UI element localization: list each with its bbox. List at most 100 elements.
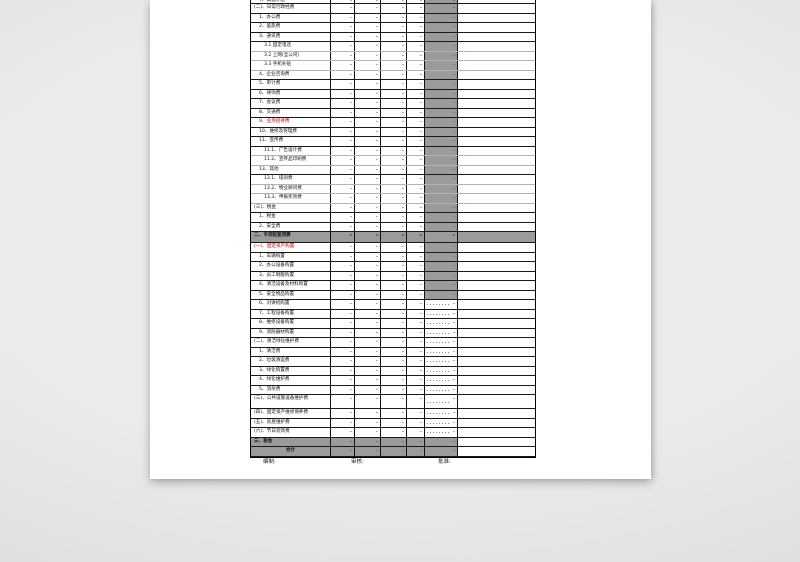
value-cell: -: [407, 385, 425, 394]
value-cell: -: [407, 175, 425, 184]
trailing-cell: [458, 357, 535, 366]
value-cell: -: [381, 118, 407, 127]
row-label-cell: 三、税金: [251, 437, 331, 446]
table-row: 1、办公费 - - - - -: [251, 13, 535, 23]
trailing-cell: [458, 319, 535, 328]
value-cell: -: [381, 319, 407, 328]
value-cell: -: [407, 70, 425, 79]
value-cell: -: [331, 194, 355, 203]
value-cell: -: [407, 319, 425, 328]
value-cell: -: [407, 156, 425, 165]
value-cell: -: [331, 395, 355, 408]
trailing-cell: [458, 428, 535, 437]
value-cell: -: [355, 271, 381, 280]
value-cell: -: [407, 194, 425, 203]
value-cell: -: [407, 243, 425, 252]
value-cell: -: [331, 357, 355, 366]
table-row: 4、企业咨询费 - - - - -: [251, 70, 535, 80]
value-cell: -: [381, 42, 407, 51]
row-label-cell: 4、企业咨询费: [251, 70, 331, 79]
value-cell: -: [381, 222, 407, 231]
value-cell: -: [407, 252, 425, 261]
table-row: 6、律师费 - - - - -: [251, 89, 535, 99]
value-cell: -: [331, 146, 355, 155]
table-row: 13、其他 - - - - -: [251, 165, 535, 175]
highlight-cell: -: [425, 366, 458, 375]
trailing-cell: [458, 253, 535, 262]
value-cell: -: [381, 437, 407, 446]
value-cell: -: [355, 51, 381, 60]
row-label-cell: 二、专项配套预算: [251, 232, 331, 242]
row-label-cell: (一)、固定资产购置: [251, 243, 331, 252]
table-row: 11、宣传费 - - - - -: [251, 137, 535, 147]
row-label-cell: 2、差旅费: [251, 23, 331, 32]
value-cell: -: [355, 137, 381, 146]
value-cell: -: [355, 357, 381, 366]
value-cell: -: [381, 271, 407, 280]
table-row: 2、垃圾清运费 - - - - -: [251, 357, 535, 367]
value-cell: -: [407, 23, 425, 32]
value-cell: -: [381, 80, 407, 89]
value-cell: -: [331, 89, 355, 98]
trailing-cell: [458, 272, 535, 281]
value-cell: -: [407, 281, 425, 290]
value-cell: -: [331, 61, 355, 70]
value-cell: -: [381, 385, 407, 394]
value-cell: -: [331, 127, 355, 136]
value-cell: -: [355, 447, 381, 456]
row-label-cell: 11、宣传费: [251, 137, 331, 146]
trailing-cell: [458, 166, 535, 175]
table-row: 7、会议费 - - - - -: [251, 99, 535, 109]
value-cell: -: [355, 203, 381, 212]
row-label-cell: 11.2、宣传品印刷费: [251, 156, 331, 165]
value-cell: -: [381, 13, 407, 22]
row-label-cell: 10、维修及管理费: [251, 127, 331, 136]
trailing-cell: [458, 33, 535, 42]
value-cell: -: [331, 232, 355, 242]
trailing-cell: [458, 118, 535, 127]
trailing-cell: [458, 281, 535, 290]
value-cell: -: [355, 32, 381, 41]
row-label-cell: 3.2 上网(全公司): [251, 51, 331, 60]
value-cell: -: [355, 338, 381, 347]
row-label-cell: (六)、节日装饰费: [251, 428, 331, 437]
value-cell: -: [381, 146, 407, 155]
value-cell: -: [407, 13, 425, 22]
value-cell: -: [331, 203, 355, 212]
trailing-cell: [458, 409, 535, 418]
table-row: 3、通讯费 - - - - -: [251, 32, 535, 42]
row-label-cell: 1、办公费: [251, 13, 331, 22]
trailing-cell: [458, 61, 535, 70]
value-cell: -: [381, 156, 407, 165]
value-cell: -: [381, 366, 407, 375]
value-cell: -: [331, 271, 355, 280]
value-cell: -: [331, 437, 355, 446]
row-label-cell: 5、安全物品购置: [251, 290, 331, 299]
row-label-cell: 9、消防器材购置: [251, 328, 331, 337]
value-cell: -: [381, 281, 407, 290]
highlight-cell: -: [425, 300, 458, 309]
highlight-cell: -: [425, 156, 458, 165]
value-cell: -: [407, 4, 425, 13]
value-cell: -: [355, 385, 381, 394]
value-cell: -: [331, 70, 355, 79]
value-cell: -: [355, 61, 381, 70]
value-cell: -: [331, 252, 355, 261]
highlight-cell: -: [425, 184, 458, 193]
value-cell: -: [407, 409, 425, 418]
value-cell: -: [381, 165, 407, 174]
table-row: 13.2、物业顾问费 - - - - -: [251, 184, 535, 194]
value-cell: -: [381, 4, 407, 13]
value-cell: -: [381, 108, 407, 117]
row-label-cell: 7、高温补贴: [251, 0, 331, 3]
value-cell: -: [407, 222, 425, 231]
highlight-cell: -: [425, 232, 458, 242]
table-row: 4、清洁设备及材料购置 - - - - -: [251, 281, 535, 291]
value-cell: -: [381, 213, 407, 222]
table-row: 2、差旅费 - - - - -: [251, 23, 535, 33]
trailing-cell: [458, 99, 535, 108]
highlight-cell: -: [425, 108, 458, 117]
value-cell: -: [331, 99, 355, 108]
row-label-cell: 6、对讲机购置: [251, 300, 331, 309]
value-cell: -: [355, 127, 381, 136]
